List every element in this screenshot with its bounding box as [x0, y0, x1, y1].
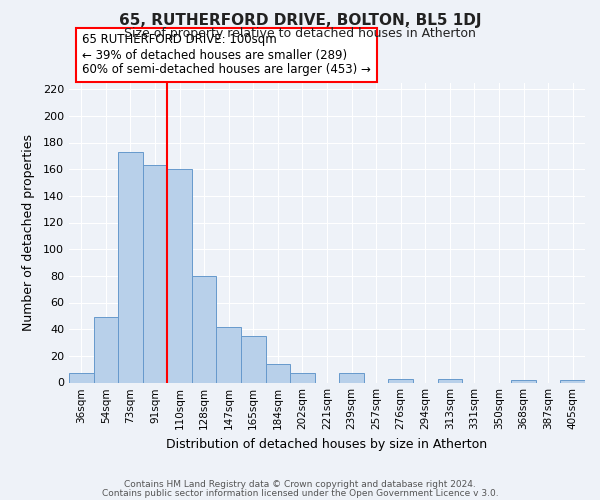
Bar	[217, 326, 241, 382]
Text: Contains public sector information licensed under the Open Government Licence v : Contains public sector information licen…	[101, 488, 499, 498]
Bar	[241, 336, 266, 382]
Bar	[388, 378, 413, 382]
Text: 65 RUTHERFORD DRIVE: 100sqm
← 39% of detached houses are smaller (289)
60% of se: 65 RUTHERFORD DRIVE: 100sqm ← 39% of det…	[82, 34, 371, 76]
Bar	[437, 378, 462, 382]
Text: 65, RUTHERFORD DRIVE, BOLTON, BL5 1DJ: 65, RUTHERFORD DRIVE, BOLTON, BL5 1DJ	[119, 12, 481, 28]
Bar	[192, 276, 217, 382]
Bar	[339, 373, 364, 382]
Bar	[118, 152, 143, 382]
Bar	[94, 317, 118, 382]
Bar	[69, 373, 94, 382]
Y-axis label: Number of detached properties: Number of detached properties	[22, 134, 35, 331]
Text: Contains HM Land Registry data © Crown copyright and database right 2024.: Contains HM Land Registry data © Crown c…	[124, 480, 476, 489]
Bar	[266, 364, 290, 382]
Text: Size of property relative to detached houses in Atherton: Size of property relative to detached ho…	[124, 28, 476, 40]
Bar	[143, 165, 167, 382]
Bar	[511, 380, 536, 382]
Bar	[167, 169, 192, 382]
Bar	[290, 373, 315, 382]
X-axis label: Distribution of detached houses by size in Atherton: Distribution of detached houses by size …	[166, 438, 488, 451]
Bar	[560, 380, 585, 382]
